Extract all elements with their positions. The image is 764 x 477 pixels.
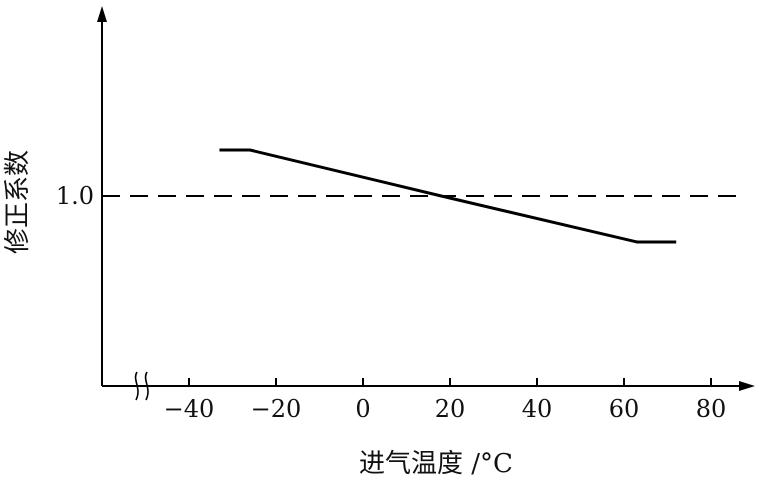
x-axis-arrow (739, 381, 755, 391)
series-group (219, 148, 677, 244)
y-tick-label: 1.0 (56, 182, 94, 210)
y-axis-arrow (97, 6, 107, 22)
x-ticks: −40 −20 0 20 40 60 80 (164, 378, 727, 423)
x-tick-label: 20 (435, 395, 466, 423)
y-ticks: 1.0 (56, 182, 110, 210)
x-tick-label: −20 (251, 395, 302, 423)
series-line (219, 148, 677, 244)
y-axis-label: 修正系数 (3, 150, 33, 254)
x-tick-label: 60 (609, 395, 640, 423)
x-tick-label: 0 (355, 395, 370, 423)
x-tick-label: 40 (522, 395, 553, 423)
x-tick-label: 80 (696, 395, 727, 423)
x-axis-label: 进气温度 /°C (359, 449, 513, 477)
axis-break-mark (134, 371, 149, 401)
x-tick-label: −40 (164, 395, 215, 423)
